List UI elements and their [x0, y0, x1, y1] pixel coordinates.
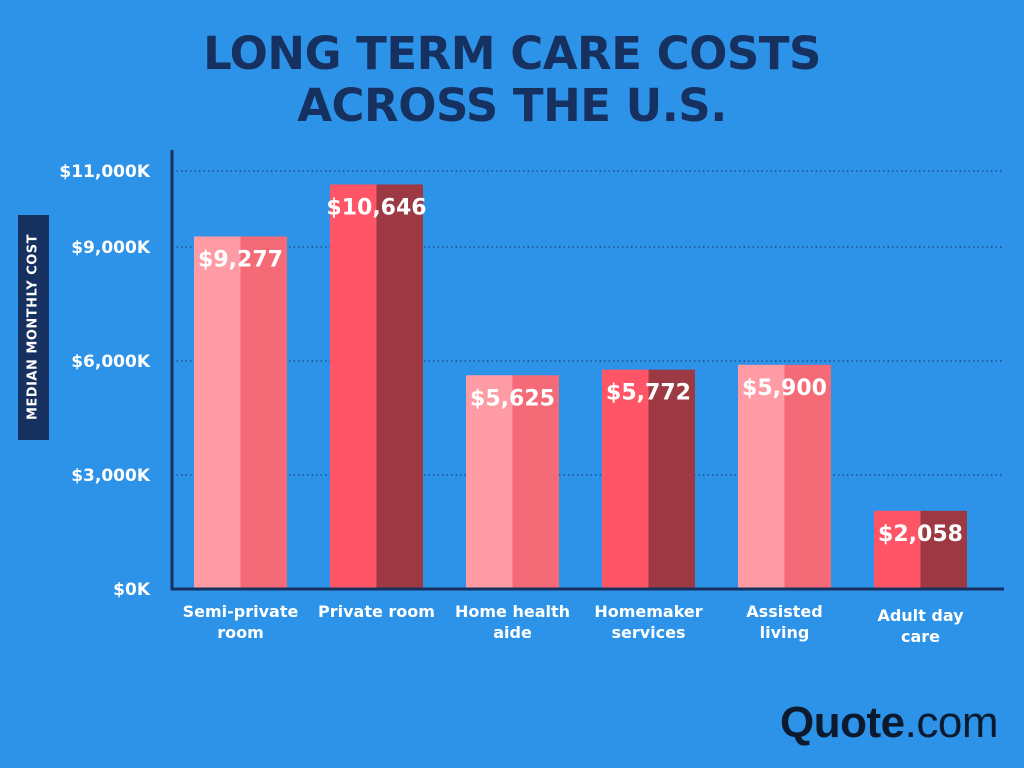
bar-left-face	[466, 375, 513, 589]
bar-value-label: $2,058	[878, 522, 963, 547]
category-label-line: room	[217, 623, 264, 642]
logo-text-bold: Quote	[780, 698, 905, 747]
category-label: Adult day care	[877, 606, 964, 646]
chart-title-line-1: LONG TERM CARE COSTS	[203, 27, 821, 80]
category-label-line: Semi-private	[183, 602, 299, 621]
quote-logo: Quote.com	[780, 698, 998, 748]
bar-left-face	[330, 184, 377, 589]
bar-right-face	[512, 375, 559, 589]
bar: $2,058	[874, 510, 967, 589]
bar-left-face	[602, 369, 649, 589]
bar-value-label: $10,646	[326, 195, 426, 220]
y-tick-labels: $0K $3,000K $6,000K $9,000K $11,000K	[59, 162, 150, 600]
category-label: Semi-private room	[183, 602, 299, 642]
bar-right-face	[920, 510, 967, 589]
bar-right-face	[648, 369, 695, 589]
bar-value-label: $5,625	[470, 386, 555, 411]
bar-right-face	[240, 236, 287, 589]
category-label-line: Adult day	[877, 606, 964, 625]
category-label: Assisted living	[746, 602, 822, 642]
category-label: Homemaker services	[594, 602, 702, 642]
y-tick-label: $0K	[113, 580, 151, 600]
bar: $10,646	[326, 184, 427, 589]
category-label-line: care	[901, 627, 940, 646]
y-tick-label: $9,000K	[71, 238, 151, 258]
bar: $5,625	[466, 375, 559, 589]
bar-left-face	[738, 364, 785, 589]
chart-title: LONG TERM CARE COSTS ACROSS THE U.S.	[0, 28, 1024, 132]
category-labels: Semi-private room Private room Home health a…	[183, 602, 964, 646]
bar-left-face	[194, 236, 241, 589]
category-label-line: services	[611, 623, 685, 642]
category-label-line: Homemaker	[594, 602, 702, 621]
category-label: Home health aide	[455, 602, 570, 642]
y-tick-label: $3,000K	[71, 466, 151, 486]
bar-right-face	[784, 364, 831, 589]
logo-text-light: .com	[904, 698, 999, 747]
gridlines	[172, 170, 1004, 476]
category-label-line: aide	[493, 623, 532, 642]
y-tick-label: $6,000K	[71, 352, 151, 372]
category-label: Private room	[318, 602, 435, 621]
y-tick-label: $11,000K	[59, 162, 150, 182]
category-label-line: Private room	[318, 602, 435, 621]
category-label-line: living	[760, 623, 810, 642]
bar-left-face	[874, 510, 921, 589]
axes	[170, 150, 1004, 591]
bars: $9,277 $10,646 $5,625 $5,772 $5,900 $2,058	[194, 184, 967, 589]
chart-title-line-2: ACROSS THE U.S.	[297, 79, 727, 132]
bar: $5,900	[738, 364, 831, 589]
bar-value-label: $9,277	[198, 247, 283, 272]
category-label-line: Assisted	[746, 602, 822, 621]
bar-right-face	[376, 184, 423, 589]
bar: $5,772	[602, 369, 695, 589]
bar-value-label: $5,900	[742, 376, 827, 401]
y-axis-label-box	[18, 215, 49, 440]
bar-value-label: $5,772	[606, 381, 691, 406]
bar: $9,277	[194, 236, 287, 589]
category-label-line: Home health	[455, 602, 570, 621]
